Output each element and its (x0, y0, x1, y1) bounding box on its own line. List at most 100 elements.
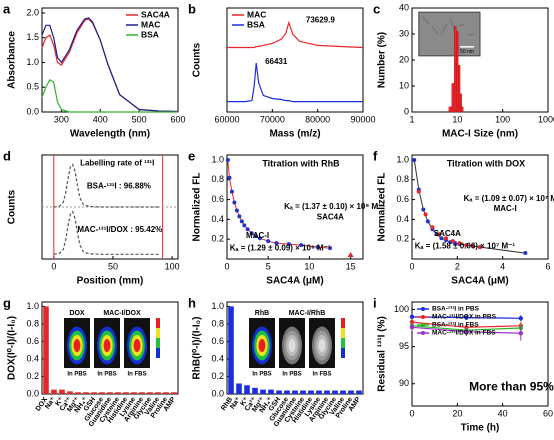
tube-signal (73, 339, 81, 352)
point (439, 236, 444, 241)
bar (308, 390, 314, 394)
series-line (227, 63, 363, 103)
bar (155, 392, 161, 394)
point (412, 157, 417, 162)
y-tick-label: 1.0 (211, 301, 224, 311)
panel-label: c (373, 1, 380, 16)
x-axis-label: Wavelength (nm) (70, 129, 150, 140)
point (274, 241, 279, 246)
x-tick-label: 600 (170, 114, 185, 124)
x-tick-label: K⁺ (54, 396, 65, 407)
legend-label: SAC4A (141, 9, 170, 19)
y-tick-label: 0.8 (26, 318, 39, 328)
x-axis-label: SAC4A (μM) (451, 276, 508, 287)
y-tick-label: 0.0 (211, 388, 224, 398)
bar (451, 83, 455, 113)
series-label: MAC-I (246, 231, 269, 240)
x-tick-label: 100 (495, 114, 510, 124)
y-tick-label: 10 (399, 80, 409, 90)
y-tick-label: 0.2 (211, 234, 224, 244)
legend-label: MAC (247, 9, 266, 19)
panel-label: b (188, 1, 196, 16)
bar (260, 389, 266, 394)
color-scale (156, 348, 160, 358)
legend-label: MAC-¹³¹I/DOX in PBS (432, 314, 497, 321)
bar (458, 65, 461, 113)
inset-image (418, 11, 481, 57)
x-tick-label: 1 (409, 114, 414, 124)
y-axis-label: Residual ¹³¹I (%) (377, 316, 388, 392)
color-scale (341, 328, 345, 338)
tube-signal (318, 339, 326, 352)
color-scale (156, 338, 160, 348)
bar (348, 390, 354, 394)
x-tick-label: 6 (545, 261, 550, 271)
point (266, 239, 271, 244)
bar (324, 390, 330, 394)
x-tick-label: 10 (452, 114, 462, 124)
panel-label: f (373, 148, 378, 163)
point (245, 227, 250, 232)
x-tick-label: 80000 (305, 114, 330, 124)
x-axis-label: Position (mm) (77, 276, 144, 287)
bar (340, 390, 346, 394)
point (286, 242, 291, 247)
inset-condition: In FBS (313, 372, 332, 378)
y-tick-label: 0.0 (26, 388, 39, 398)
color-scale (341, 348, 345, 358)
y-tick-label: 20 (399, 54, 409, 64)
point (229, 189, 234, 194)
point (464, 315, 469, 320)
y-tick-label: 40 (399, 2, 409, 12)
inset-texture (422, 16, 430, 25)
bar (67, 391, 73, 394)
y-axis-label: Number (%) (377, 32, 388, 88)
inset-condition: In PBS (252, 372, 271, 378)
y-tick-label: 1.0 (396, 154, 409, 164)
y-tick-label: 0.0 (26, 106, 39, 116)
chart-title: Titration with RhB (262, 158, 340, 168)
point (409, 319, 415, 325)
y-axis-label: Normalized FL (192, 173, 203, 242)
bar (115, 392, 121, 394)
x-tick-label: 400 (93, 114, 108, 124)
bar (284, 390, 290, 394)
point (227, 175, 232, 180)
bar (332, 390, 338, 394)
bar (461, 106, 464, 113)
inset-title: MAC-I/RhB (289, 310, 326, 317)
bar (171, 392, 177, 394)
scale-label: 50 nm (460, 49, 474, 55)
point (249, 231, 254, 236)
bar (107, 392, 113, 394)
y-tick-label: 0.6 (211, 194, 224, 204)
y-tick-label: 0.4 (211, 214, 224, 224)
bar (356, 390, 362, 394)
series-line (53, 163, 161, 208)
x-tick-label: 0 (51, 261, 56, 271)
tube-signal (103, 339, 111, 352)
point (315, 245, 320, 250)
inset-condition: In PBS (67, 372, 86, 378)
x-tick-label: 10 (304, 261, 314, 271)
color-scale (341, 338, 345, 348)
x-tick-label: 40 (498, 408, 508, 418)
bar (43, 306, 49, 394)
legend-label: BSA-¹³¹I in FBS (432, 322, 479, 329)
bar (51, 389, 57, 394)
bar (252, 387, 258, 394)
inset-texture (431, 25, 439, 35)
y-tick-label: 0.8 (211, 174, 224, 184)
y-tick-label: 0.5 (26, 82, 39, 92)
point (444, 236, 448, 241)
bar (448, 106, 452, 113)
x-tick-label: 15 (346, 261, 356, 271)
legend-label: BSA (141, 29, 159, 39)
legend-marker (421, 315, 425, 319)
y-tick-label: 0.8 (396, 174, 409, 184)
bar (456, 31, 459, 113)
plot-frame (411, 154, 549, 260)
inset-condition: In FBS (128, 372, 147, 378)
panel-label: a (3, 1, 11, 16)
